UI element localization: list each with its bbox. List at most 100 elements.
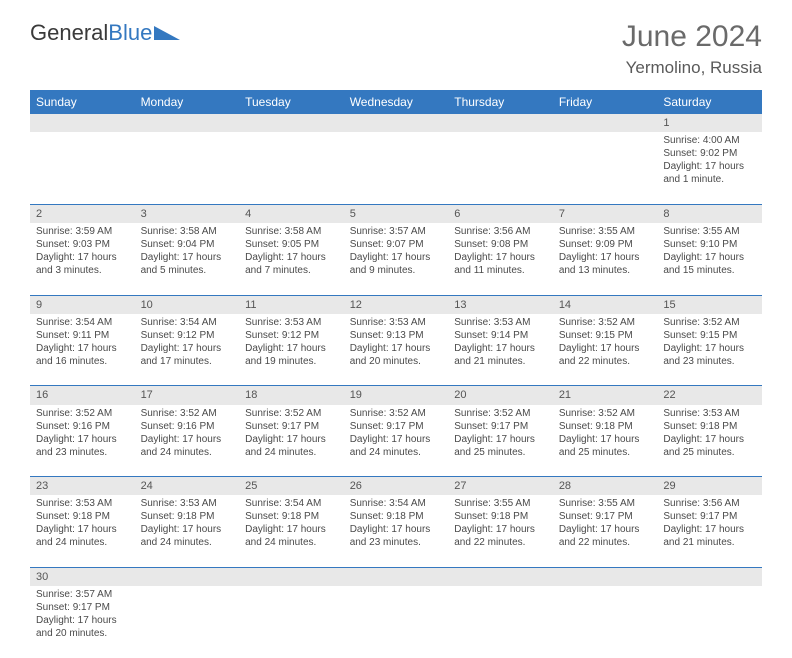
day-cell: Sunrise: 3:52 AMSunset: 9:17 PMDaylight:…: [239, 405, 344, 477]
day-number: 30: [30, 567, 135, 586]
day-info-line: Daylight: 17 hours: [663, 523, 756, 536]
day-cell: Sunrise: 3:54 AMSunset: 9:12 PMDaylight:…: [135, 314, 240, 386]
day-info-line: Sunrise: 3:55 AM: [663, 225, 756, 238]
day-info-line: Daylight: 17 hours: [454, 251, 547, 264]
day-cell: Sunrise: 3:57 AMSunset: 9:07 PMDaylight:…: [344, 223, 449, 295]
day-number: [344, 114, 449, 132]
day-info-line: and 25 minutes.: [663, 446, 756, 459]
day-info-line: Daylight: 17 hours: [36, 614, 129, 627]
day-info-line: Sunset: 9:03 PM: [36, 238, 129, 251]
day-number: 25: [239, 477, 344, 496]
weekday-header: Wednesday: [344, 90, 449, 114]
day-info-line: Sunset: 9:17 PM: [36, 601, 129, 614]
day-cell: [135, 586, 240, 658]
day-number: 20: [448, 386, 553, 405]
day-cell: Sunrise: 3:55 AMSunset: 9:17 PMDaylight:…: [553, 495, 658, 567]
day-cell: [239, 586, 344, 658]
day-info-line: Sunset: 9:18 PM: [141, 510, 234, 523]
day-number: 11: [239, 295, 344, 314]
day-number: 16: [30, 386, 135, 405]
day-info-line: Daylight: 17 hours: [36, 523, 129, 536]
day-info-line: Daylight: 17 hours: [36, 433, 129, 446]
day-number: 19: [344, 386, 449, 405]
day-info-line: Sunrise: 3:57 AM: [350, 225, 443, 238]
day-number: 9: [30, 295, 135, 314]
day-number-row: 30: [30, 567, 762, 586]
day-number: 5: [344, 204, 449, 223]
day-content-row: Sunrise: 3:52 AMSunset: 9:16 PMDaylight:…: [30, 405, 762, 477]
day-info-line: and 20 minutes.: [350, 355, 443, 368]
day-number: 12: [344, 295, 449, 314]
calendar-body: 1Sunrise: 4:00 AMSunset: 9:02 PMDaylight…: [30, 114, 762, 658]
day-number: 18: [239, 386, 344, 405]
day-info-line: Daylight: 17 hours: [245, 433, 338, 446]
day-info-line: and 15 minutes.: [663, 264, 756, 277]
day-info-line: Sunrise: 3:58 AM: [245, 225, 338, 238]
day-number: [448, 114, 553, 132]
day-cell: Sunrise: 3:52 AMSunset: 9:18 PMDaylight:…: [553, 405, 658, 477]
day-info-line: and 22 minutes.: [559, 355, 652, 368]
day-cell: Sunrise: 3:53 AMSunset: 9:14 PMDaylight:…: [448, 314, 553, 386]
day-number: [239, 114, 344, 132]
day-number: [448, 567, 553, 586]
day-info-line: Sunrise: 3:55 AM: [454, 497, 547, 510]
day-info-line: Sunset: 9:15 PM: [663, 329, 756, 342]
day-info-line: Daylight: 17 hours: [141, 523, 234, 536]
day-info-line: and 24 minutes.: [245, 446, 338, 459]
day-cell: Sunrise: 3:53 AMSunset: 9:18 PMDaylight:…: [135, 495, 240, 567]
day-info-line: and 20 minutes.: [36, 627, 129, 640]
day-info-line: and 21 minutes.: [454, 355, 547, 368]
day-info-line: Sunrise: 3:56 AM: [663, 497, 756, 510]
day-info-line: Daylight: 17 hours: [350, 342, 443, 355]
day-cell: Sunrise: 3:52 AMSunset: 9:16 PMDaylight:…: [30, 405, 135, 477]
weekday-header: Monday: [135, 90, 240, 114]
day-info-line: Sunrise: 3:52 AM: [36, 407, 129, 420]
day-number: [344, 567, 449, 586]
day-cell: Sunrise: 3:52 AMSunset: 9:17 PMDaylight:…: [344, 405, 449, 477]
day-cell: [135, 132, 240, 204]
day-cell: Sunrise: 3:55 AMSunset: 9:10 PMDaylight:…: [657, 223, 762, 295]
day-info-line: Sunrise: 3:52 AM: [350, 407, 443, 420]
day-info-line: Sunrise: 3:53 AM: [245, 316, 338, 329]
day-cell: [344, 586, 449, 658]
weekday-header: Tuesday: [239, 90, 344, 114]
day-info-line: Sunset: 9:18 PM: [663, 420, 756, 433]
day-info-line: Sunset: 9:12 PM: [245, 329, 338, 342]
day-info-line: Daylight: 17 hours: [663, 433, 756, 446]
day-number: 13: [448, 295, 553, 314]
day-number: 17: [135, 386, 240, 405]
brand-logo: GeneralBlue: [30, 20, 182, 46]
day-number-row: 16171819202122: [30, 386, 762, 405]
day-cell: [448, 586, 553, 658]
calendar-table: Sunday Monday Tuesday Wednesday Thursday…: [30, 90, 762, 658]
brand-part1: General: [30, 20, 108, 46]
day-info-line: Daylight: 17 hours: [141, 251, 234, 264]
day-cell: Sunrise: 3:54 AMSunset: 9:18 PMDaylight:…: [239, 495, 344, 567]
day-cell: Sunrise: 3:58 AMSunset: 9:05 PMDaylight:…: [239, 223, 344, 295]
day-content-row: Sunrise: 3:57 AMSunset: 9:17 PMDaylight:…: [30, 586, 762, 658]
day-info-line: Sunrise: 3:52 AM: [559, 316, 652, 329]
day-cell: Sunrise: 3:52 AMSunset: 9:16 PMDaylight:…: [135, 405, 240, 477]
day-info-line: Sunset: 9:18 PM: [245, 510, 338, 523]
day-cell: Sunrise: 3:59 AMSunset: 9:03 PMDaylight:…: [30, 223, 135, 295]
day-cell: [30, 132, 135, 204]
day-cell: Sunrise: 3:53 AMSunset: 9:18 PMDaylight:…: [657, 405, 762, 477]
day-info-line: Sunset: 9:17 PM: [454, 420, 547, 433]
day-info-line: Sunrise: 3:54 AM: [350, 497, 443, 510]
day-info-line: and 7 minutes.: [245, 264, 338, 277]
day-info-line: and 23 minutes.: [663, 355, 756, 368]
day-info-line: Sunrise: 3:54 AM: [36, 316, 129, 329]
day-info-line: Sunset: 9:09 PM: [559, 238, 652, 251]
day-info-line: Daylight: 17 hours: [454, 342, 547, 355]
day-info-line: and 13 minutes.: [559, 264, 652, 277]
month-title: June 2024: [622, 20, 762, 54]
day-number-row: 9101112131415: [30, 295, 762, 314]
day-info-line: Sunset: 9:07 PM: [350, 238, 443, 251]
day-info-line: Sunrise: 3:53 AM: [36, 497, 129, 510]
day-info-line: and 9 minutes.: [350, 264, 443, 277]
day-cell: Sunrise: 3:57 AMSunset: 9:17 PMDaylight:…: [30, 586, 135, 658]
day-number: 15: [657, 295, 762, 314]
title-block: June 2024 Yermolino, Russia: [622, 20, 762, 78]
day-info-line: Sunset: 9:08 PM: [454, 238, 547, 251]
day-cell: [553, 132, 658, 204]
